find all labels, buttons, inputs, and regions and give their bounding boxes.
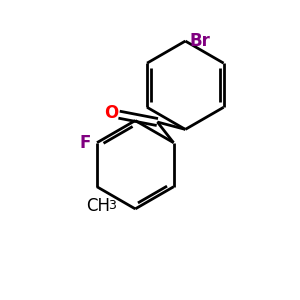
Text: 3: 3	[108, 199, 116, 212]
Text: F: F	[80, 134, 91, 152]
Text: CH: CH	[86, 197, 110, 215]
Text: Br: Br	[190, 32, 211, 50]
Text: O: O	[105, 104, 119, 122]
